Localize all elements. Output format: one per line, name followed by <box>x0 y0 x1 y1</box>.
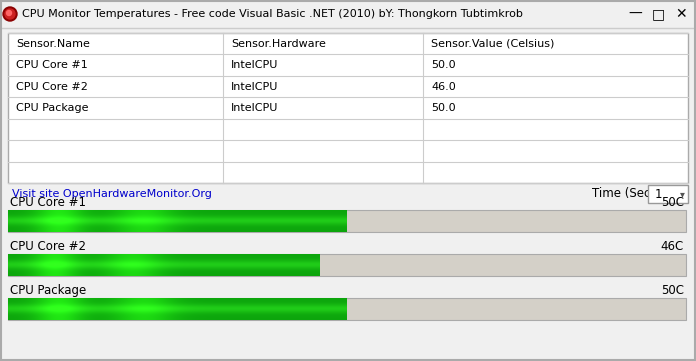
Text: 50C: 50C <box>661 284 684 297</box>
Text: IntelCPU: IntelCPU <box>231 103 278 113</box>
Text: Visit site OpenHardwareMonitor.Org: Visit site OpenHardwareMonitor.Org <box>12 189 212 199</box>
Bar <box>0 0 696 28</box>
Text: CPU Monitor Temperatures - Free code Visual Basic .NET (2010) bY: Thongkorn Tubt: CPU Monitor Temperatures - Free code Vis… <box>22 9 523 19</box>
Text: CPU Core #1: CPU Core #1 <box>10 196 86 209</box>
Text: Time (Sec): Time (Sec) <box>592 187 655 200</box>
Text: 1: 1 <box>655 187 663 200</box>
Bar <box>648 185 688 203</box>
Text: 46.0: 46.0 <box>431 82 456 92</box>
Text: Sensor.Name: Sensor.Name <box>16 39 90 49</box>
Text: CPU Package: CPU Package <box>10 284 86 297</box>
Text: IntelCPU: IntelCPU <box>231 82 278 92</box>
Circle shape <box>3 7 17 21</box>
Text: CPU Core #2: CPU Core #2 <box>16 82 88 92</box>
Text: ▾: ▾ <box>680 189 685 199</box>
Text: IntelCPU: IntelCPU <box>231 60 278 70</box>
Text: CPU Package: CPU Package <box>16 103 88 113</box>
Circle shape <box>6 10 12 16</box>
Text: CPU Core #1: CPU Core #1 <box>16 60 88 70</box>
Bar <box>8 254 686 276</box>
Text: 46C: 46C <box>661 240 684 253</box>
Text: □: □ <box>651 7 665 21</box>
Text: ✕: ✕ <box>675 7 687 21</box>
Bar <box>8 210 686 232</box>
Text: —: — <box>628 7 642 21</box>
Text: Sensor.Hardware: Sensor.Hardware <box>231 39 326 49</box>
Bar <box>8 33 688 183</box>
Text: CPU Core #2: CPU Core #2 <box>10 240 86 253</box>
Text: 50.0: 50.0 <box>431 60 456 70</box>
Text: 50.0: 50.0 <box>431 103 456 113</box>
Circle shape <box>5 9 15 19</box>
Text: 50C: 50C <box>661 196 684 209</box>
Bar <box>8 298 686 320</box>
Text: Sensor.Value (Celsius): Sensor.Value (Celsius) <box>431 39 555 49</box>
